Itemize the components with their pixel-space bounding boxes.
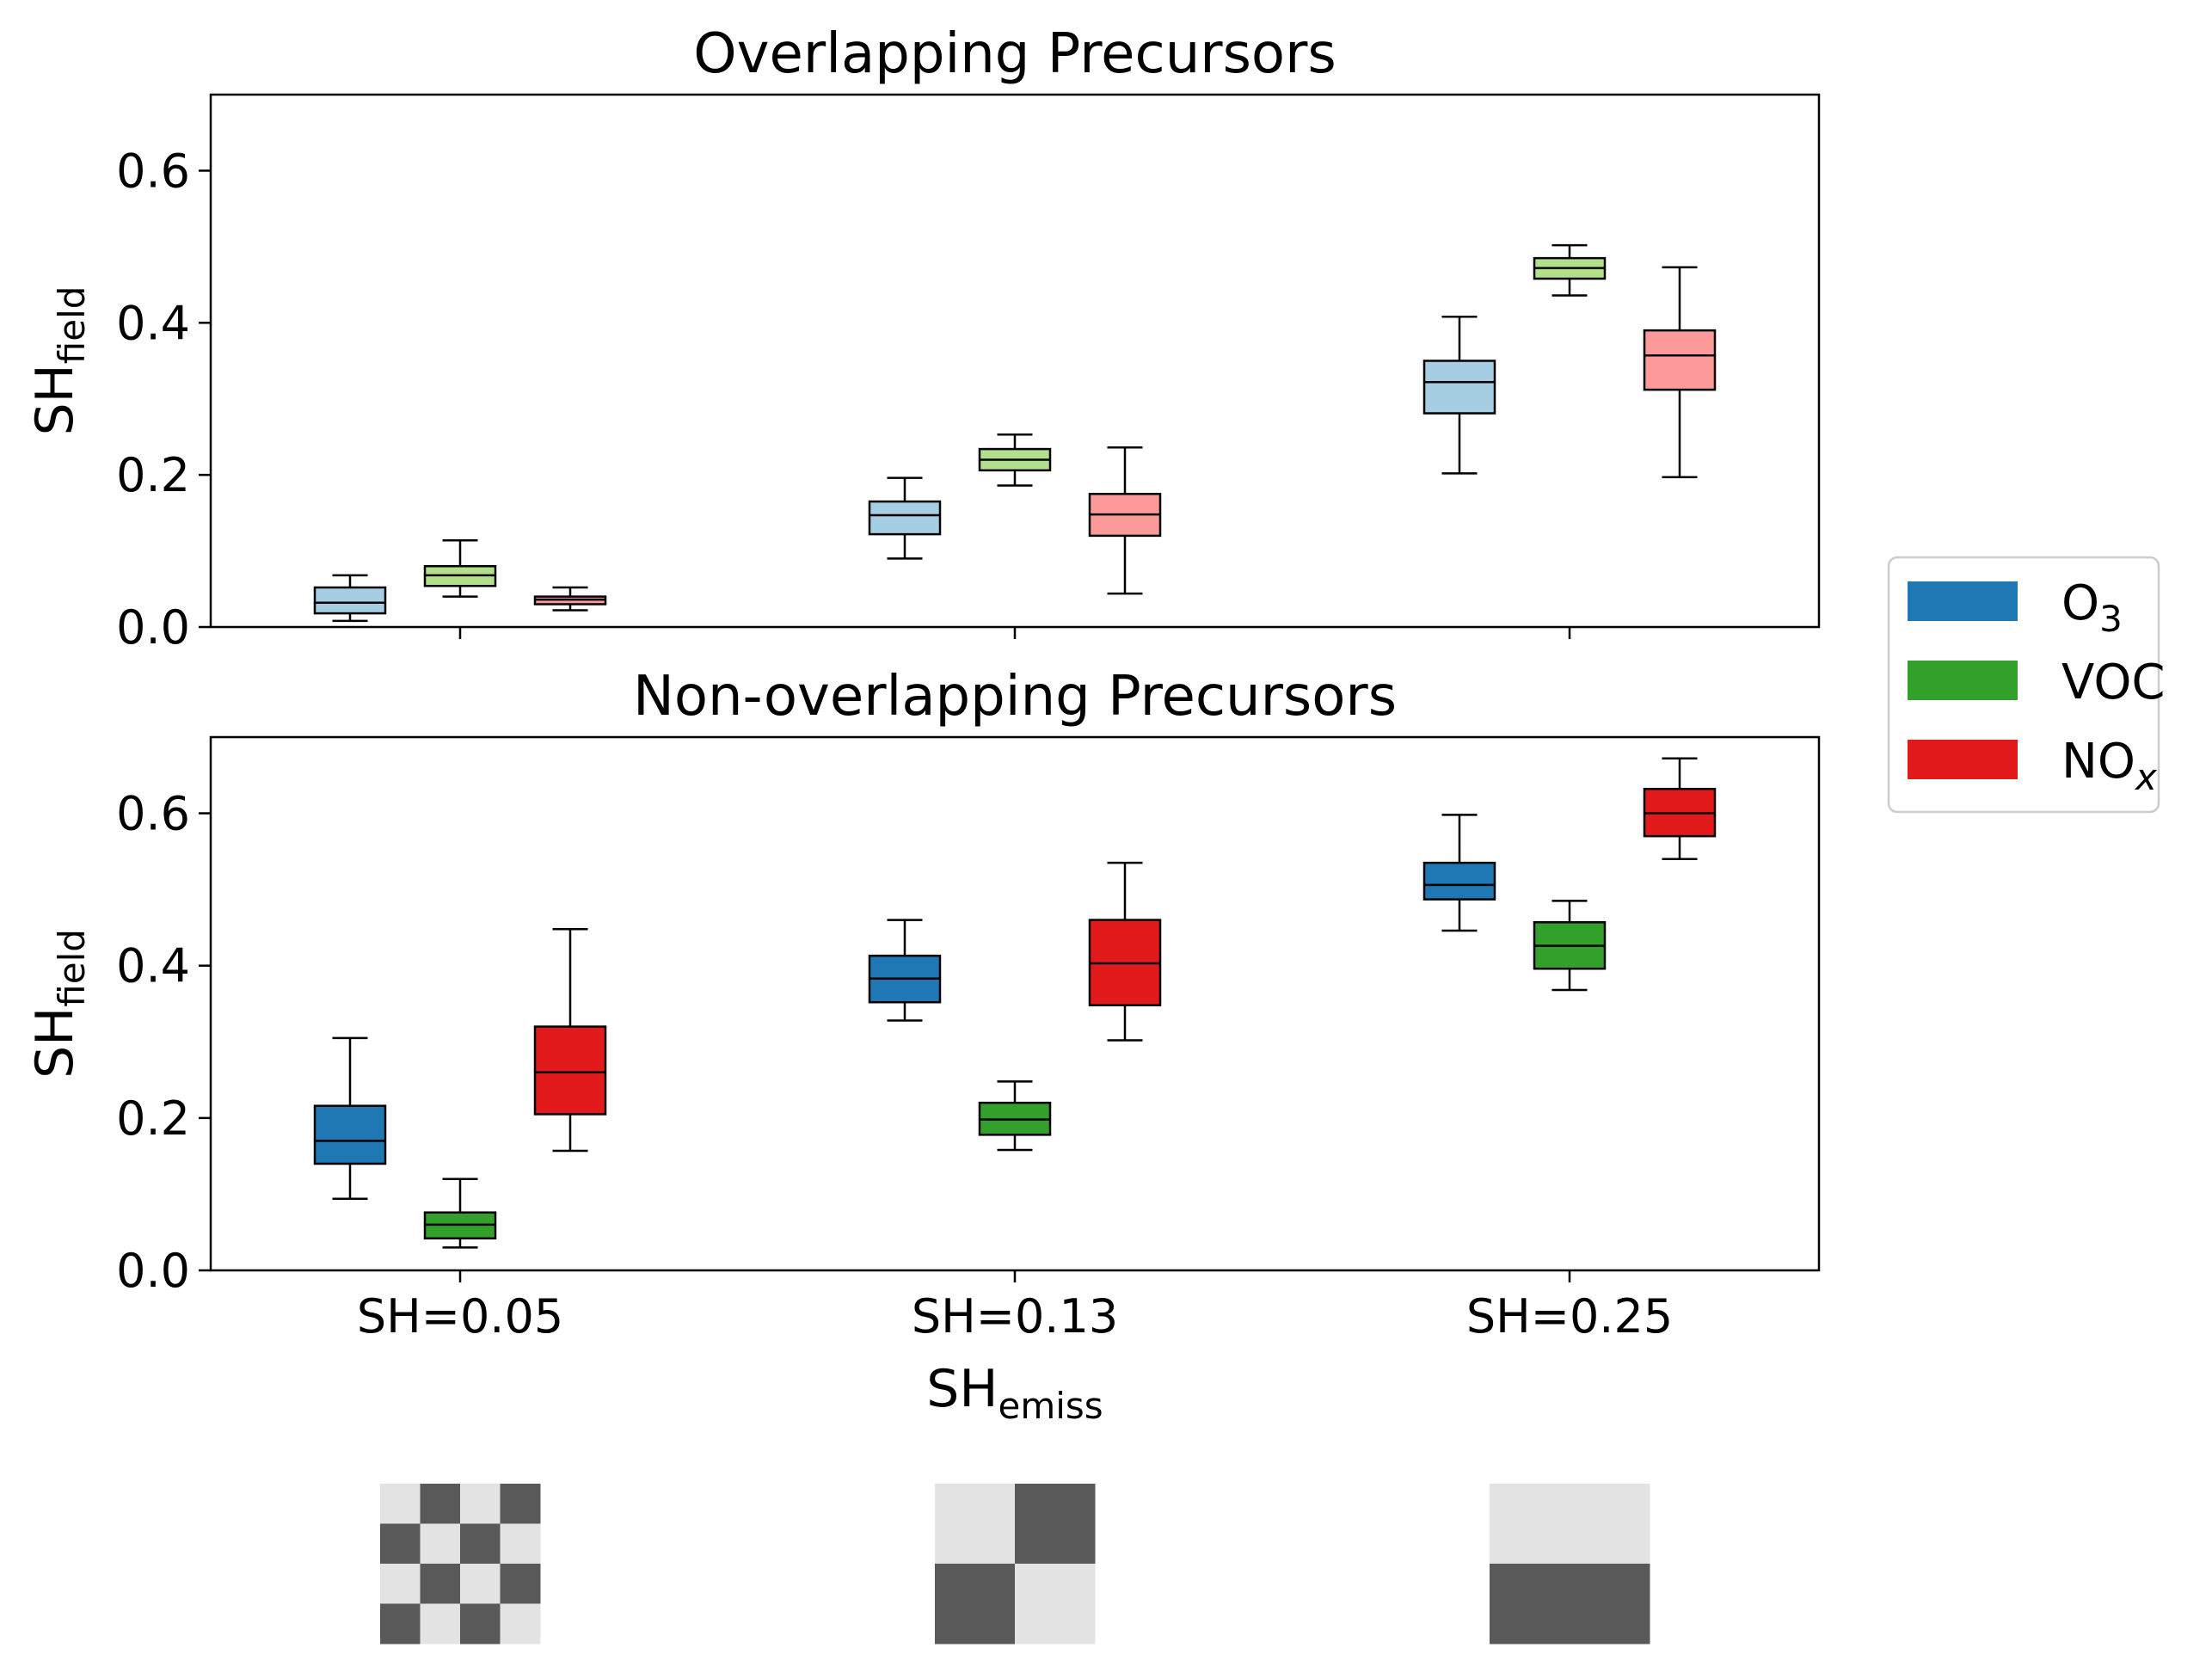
top-ytick-label: 0.2 [116, 448, 190, 502]
bottom-box-NOx-1 [1088, 861, 1162, 1042]
bottom-box-VOC-0 [423, 1177, 497, 1249]
bottom-y-axis-label: SHfield [25, 929, 93, 1079]
legend-swatch-voc [1908, 661, 2018, 700]
legend: O3 VOC NOx [1887, 556, 2166, 814]
x-label-main: SH [926, 1359, 998, 1419]
legend-label-main: O [2061, 575, 2099, 631]
pattern-cell [420, 1523, 461, 1565]
box-iqr [533, 1025, 607, 1116]
pattern-cell [935, 1484, 1016, 1565]
box-iqr [313, 586, 387, 615]
legend-label-sub: 3 [2099, 598, 2123, 640]
top-box-VOC-0 [423, 538, 497, 598]
box-iqr [1643, 329, 1717, 391]
legend-label-sub: x [2134, 756, 2158, 798]
box-iqr [313, 1104, 387, 1165]
pattern-1 [380, 1484, 541, 1645]
legend-label-o: O3 [2061, 575, 2123, 640]
box-iqr [1422, 861, 1496, 901]
legend-label-no: NOx [2061, 734, 2158, 798]
bottom-box-NOx-0 [533, 927, 607, 1153]
top-box-VOC-1 [978, 433, 1052, 487]
bottom-box-NOx-2 [1643, 757, 1717, 860]
top-box-O3-2 [1422, 315, 1496, 475]
bottom-box-O3-0 [313, 1036, 387, 1200]
top-panel-overlapping: Overlapping Precursors 0.0 0.2 0.4 0.6 SHfiel… [25, 22, 1821, 655]
xtick-label: SH=0.13 [912, 1289, 1118, 1343]
top-ytick-label: 0.0 [116, 600, 190, 655]
bottom-box-VOC-1 [978, 1080, 1052, 1152]
pattern-cell [500, 1564, 541, 1604]
pattern-cell [1490, 1564, 1650, 1645]
bottom-box-O3-2 [1422, 814, 1496, 932]
top-box-O3-0 [313, 574, 387, 623]
pattern-cell [460, 1564, 501, 1604]
legend-label-main: VOC [2061, 655, 2166, 710]
bottom-ytick-label: 0.0 [116, 1244, 190, 1298]
y-label-sub: field [51, 929, 93, 1007]
box-iqr [868, 500, 942, 536]
pattern-2 [935, 1484, 1096, 1645]
pattern-cell [500, 1484, 541, 1524]
pattern-cell [500, 1523, 541, 1565]
pattern-cell [935, 1564, 1016, 1645]
x-label-sub: emiss [998, 1385, 1103, 1427]
legend-label-main: NO [2061, 734, 2135, 790]
pattern-thumbnails [380, 1484, 1650, 1645]
pattern-cell [380, 1484, 421, 1524]
pattern-cell [380, 1523, 421, 1565]
top-box-O3-1 [868, 476, 942, 560]
pattern-cell [420, 1564, 461, 1604]
bottom-box-VOC-2 [1533, 900, 1607, 992]
box-iqr [1422, 360, 1496, 415]
xtick-label: SH=0.05 [357, 1289, 563, 1343]
pattern-cell [460, 1523, 501, 1565]
bottom-panel-non-overlapping: Non-overlapping Precursors 0.0 0.2 0.4 0.6 SH… [25, 665, 1821, 1343]
top-axes-frame [209, 93, 1821, 629]
top-ytick-label: 0.6 [116, 144, 190, 198]
y-label-main: SH [25, 364, 85, 435]
pattern-3 [1490, 1484, 1650, 1645]
top-box-NOx-0 [533, 586, 607, 612]
bottom-ytick-label: 0.6 [116, 787, 190, 841]
top-ytick-label: 0.4 [116, 296, 190, 350]
x-axis-label: SHemiss [926, 1359, 1103, 1427]
bottom-ytick-label: 0.4 [116, 939, 190, 993]
pattern-cell [1015, 1564, 1096, 1645]
pattern-cell [420, 1484, 461, 1524]
y-label-sub: field [51, 286, 93, 365]
legend-label-voc: VOC [2061, 655, 2166, 710]
top-panel-title: Overlapping Precursors [693, 22, 1336, 86]
pattern-cell [380, 1564, 421, 1604]
pattern-cell [1490, 1484, 1650, 1565]
bottom-panel-title: Non-overlapping Precursors [633, 665, 1397, 729]
top-box-NOx-1 [1088, 446, 1162, 595]
pattern-cell [500, 1603, 541, 1645]
pattern-cell [460, 1484, 501, 1524]
pattern-cell [460, 1603, 501, 1645]
xtick-label: SH=0.25 [1466, 1289, 1673, 1343]
top-box-NOx-2 [1643, 266, 1717, 479]
legend-swatch-no [1908, 740, 2018, 779]
pattern-cell [380, 1603, 421, 1645]
y-label-main: SH [25, 1007, 85, 1079]
top-box-VOC-2 [1533, 243, 1607, 297]
pattern-cell [1015, 1484, 1096, 1565]
bottom-box-O3-1 [868, 919, 942, 1022]
bottom-axes-frame [209, 735, 1821, 1272]
bottom-ytick-label: 0.2 [116, 1091, 190, 1146]
legend-swatch-o [1908, 581, 2018, 621]
x-axis-label-text: SHemiss [926, 1359, 1103, 1427]
pattern-cell [420, 1603, 461, 1645]
top-y-axis-label: SHfield [25, 286, 93, 436]
